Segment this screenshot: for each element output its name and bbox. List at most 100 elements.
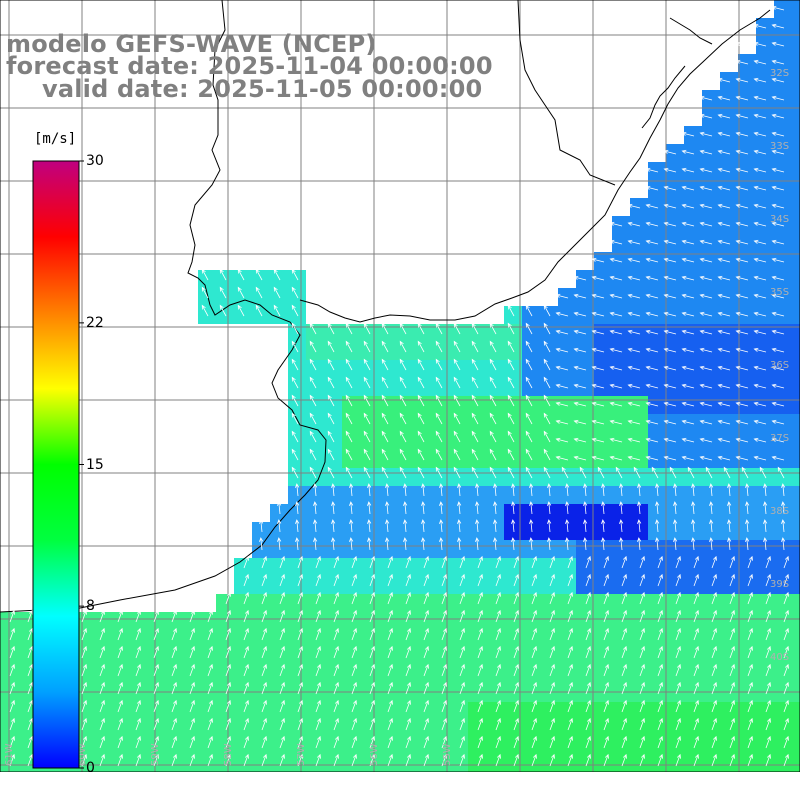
wind-arrow [621, 628, 627, 641]
wind-arrow [610, 258, 623, 263]
wind-arrow [700, 420, 713, 425]
wind-cell [270, 684, 288, 702]
longitude-label: 61W [4, 743, 15, 766]
wind-cell [450, 486, 468, 504]
wind-cell [18, 666, 36, 684]
wind-cell [450, 540, 468, 558]
wind-cell [756, 486, 774, 504]
wind-cell [684, 342, 702, 360]
wind-cell [720, 486, 738, 504]
wind-cell [306, 576, 324, 594]
wind-arrow [441, 664, 447, 677]
colorbar-tick-label: 0 [86, 760, 95, 776]
wind-arrow [243, 628, 249, 641]
wind-arrow [9, 736, 15, 749]
wind-arrow [783, 718, 789, 731]
wind-cell [648, 288, 666, 306]
wind-arrow [417, 467, 425, 479]
wind-cell [792, 288, 800, 306]
wind-arrow [718, 186, 731, 191]
wind-arrow [567, 754, 573, 767]
wind-arrow [261, 574, 267, 587]
wind-arrow [261, 754, 267, 767]
wind-cell [702, 450, 720, 468]
wind-arrow [9, 610, 15, 623]
wind-arrow [327, 359, 335, 371]
wind-arrow [718, 150, 731, 155]
wind-arrow [646, 258, 659, 263]
wind-cell [774, 144, 792, 162]
wind-cell [18, 720, 36, 738]
wind-arrow [657, 610, 663, 623]
wind-cell [558, 342, 576, 360]
wind-arrow [729, 682, 735, 695]
wind-arrow [507, 377, 515, 389]
wind-arrow [386, 502, 389, 515]
wind-cell [666, 630, 684, 648]
wind-cell [504, 666, 522, 684]
colorbar-tick-label: 8 [86, 598, 95, 615]
wind-arrow [764, 502, 767, 515]
wind-cell [774, 684, 792, 702]
wind-cell [450, 522, 468, 540]
wind-arrow [700, 222, 713, 227]
wind-arrow [639, 700, 645, 713]
wind-arrow [279, 682, 285, 695]
wind-cell [450, 612, 468, 630]
wind-arrow [513, 574, 519, 587]
wind-cell [414, 558, 432, 576]
wind-cell [558, 666, 576, 684]
wind-cell [540, 738, 558, 756]
wind-arrow [225, 682, 231, 695]
wind-cell [360, 648, 378, 666]
wind-arrow [399, 431, 407, 443]
wind-cell [594, 558, 612, 576]
wind-arrow [585, 628, 591, 641]
wind-arrow [386, 484, 389, 497]
wind-arrow [729, 646, 735, 659]
wind-arrow [153, 682, 159, 695]
wind-arrow [471, 467, 479, 479]
wind-arrow [736, 222, 749, 227]
wind-arrow [765, 682, 771, 695]
wind-arrow [489, 341, 497, 353]
wind-arrow [435, 395, 443, 407]
wind-arrow [621, 610, 627, 623]
wind-cell [126, 666, 144, 684]
wind-arrow [189, 664, 195, 677]
wind-cell [108, 666, 126, 684]
wind-arrow [620, 502, 623, 515]
wind-arrow [675, 682, 681, 695]
wind-arrow [603, 646, 609, 659]
wind-cell [630, 234, 648, 252]
wind-arrow [682, 438, 695, 443]
wind-arrow [693, 754, 699, 767]
wind-cell [630, 540, 648, 558]
wind-cell [756, 666, 774, 684]
wind-cell [738, 630, 756, 648]
wind-cell [486, 522, 504, 540]
wind-arrow [628, 276, 641, 281]
wind-arrow [628, 312, 641, 317]
wind-cell [252, 630, 270, 648]
wind-cell [306, 522, 324, 540]
wind-cell [576, 432, 594, 450]
wind-cell [342, 576, 360, 594]
wind-cell [558, 540, 576, 558]
wind-arrow [754, 150, 767, 155]
wind-cell [756, 558, 774, 576]
wind-arrow [549, 556, 555, 569]
wind-arrow [476, 520, 479, 533]
wind-cell [666, 162, 684, 180]
wind-arrow [387, 610, 393, 623]
wind-cell [792, 702, 800, 720]
wind-cell [162, 756, 180, 772]
wind-arrow [422, 520, 425, 533]
wind-cell [612, 648, 630, 666]
wind-arrow [525, 431, 533, 443]
wind-arrow [513, 646, 519, 659]
wind-arrow [621, 700, 627, 713]
wind-cell [792, 234, 800, 252]
wind-cell [18, 738, 36, 756]
wind-arrow [513, 718, 519, 731]
